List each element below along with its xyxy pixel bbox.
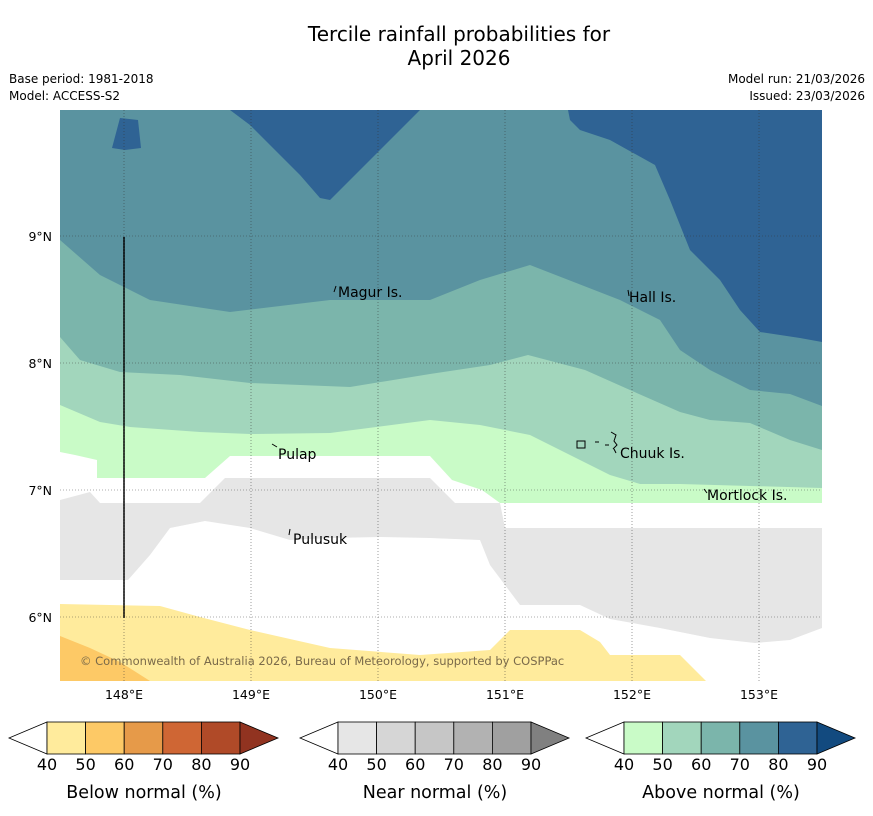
magur-outline: [333, 285, 337, 293]
colorbar-tick-label: 50: [75, 755, 95, 774]
title-line-2: April 2026: [407, 46, 511, 70]
model-name: Model: ACCESS-S2: [9, 89, 121, 103]
model-run: Model run: 21/03/2026: [727, 72, 865, 86]
colorbar-swatch: [123, 721, 164, 755]
colorbar-tick-label: 90: [230, 755, 250, 774]
colorbar-swatch: [337, 721, 377, 755]
colorbar-left-arrow: [298, 721, 339, 755]
probability-map: Magur Is. Hall Is. Pulap Chuuk Is. Mortl…: [60, 110, 822, 681]
above-normal-80-west: [112, 118, 141, 150]
colorbar-tick-label: 60: [405, 755, 425, 774]
lon-label-149e: 149°E: [232, 687, 270, 702]
chuuk-outline: [576, 431, 618, 454]
place-label-pulap: Pulap: [278, 447, 317, 463]
colorbar-above-normal: 40 50 60 70 80 90: [584, 721, 857, 774]
place-label-chuuk: Chuuk Is.: [620, 446, 685, 462]
colorbar-label-near: Near normal (%): [363, 783, 508, 803]
pulap-outline: [271, 443, 278, 448]
colorbar-right-arrow: [530, 721, 571, 755]
colorbar-left-arrow: [584, 721, 625, 755]
base-period: Base period: 1981-2018: [9, 72, 154, 86]
colorbar-right-arrow: [239, 721, 280, 755]
copyright-notice: © Commonwealth of Australia 2026, Bureau…: [80, 654, 564, 668]
lat-label-6n: 6°N: [28, 610, 52, 625]
lat-label-9n: 9°N: [28, 229, 52, 244]
colorbar-swatch: [453, 721, 493, 755]
colorbar-near-normal: 40 50 60 70 80 90: [298, 721, 571, 774]
place-label-magur: Magur Is.: [338, 285, 403, 301]
hall-outline: [627, 289, 630, 297]
colorbar-tick-label: 60: [691, 755, 711, 774]
lat-label-8n: 8°N: [28, 356, 52, 371]
colorbar-label-above: Above normal (%): [642, 783, 800, 803]
colorbar-swatch: [85, 721, 125, 755]
lat-label-7n: 7°N: [28, 483, 52, 498]
colorbar-tick-label: 60: [114, 755, 134, 774]
colorbar-tick-label: 90: [521, 755, 541, 774]
place-label-hall: Hall Is.: [629, 290, 676, 306]
colorbar-swatch: [700, 721, 741, 755]
pulusuk-outline: [288, 528, 291, 536]
place-label-mortlock: Mortlock Is.: [707, 488, 787, 504]
colorbar-label-below: Below normal (%): [66, 783, 221, 803]
below-normal-50: [60, 636, 150, 681]
colorbar-tick-label: 50: [652, 755, 672, 774]
chart-title: Tercile rainfall probabilities for April…: [0, 22, 873, 70]
colorbar-swatch: [414, 721, 455, 755]
gridlines: [60, 110, 822, 681]
colorbar-swatch: [739, 721, 779, 755]
above-normal-80: [230, 110, 420, 200]
lon-label-151e: 151°E: [486, 687, 524, 702]
colorbar-tick-label: 70: [153, 755, 173, 774]
meta-right: Model run: 21/03/2026 Issued: 23/03/2026: [728, 71, 865, 105]
lat-axis: 9°N 8°N 7°N 6°N: [28, 229, 52, 625]
lon-label-153e: 153°E: [740, 687, 778, 702]
colorbar-tick-label: 80: [768, 755, 788, 774]
island-outlines: [271, 285, 708, 536]
colorbar-swatch: [200, 721, 241, 755]
title-line-1: Tercile rainfall probabilities for: [307, 22, 611, 46]
near-normal-40: [60, 478, 822, 643]
colorbar-right-arrow: [816, 721, 857, 755]
colorbar-left-arrow: [7, 721, 48, 755]
colorbar-tick-label: 40: [328, 755, 348, 774]
colorbar-tick-label: 70: [444, 755, 464, 774]
lon-axis: 148°E 149°E 150°E 151°E 152°E 153°E: [105, 687, 778, 702]
colorbar-tick-label: 80: [191, 755, 211, 774]
below-normal-40: [60, 604, 706, 681]
lon-label-148e: 148°E: [105, 687, 143, 702]
colorbar-swatch: [46, 721, 86, 755]
above-normal-80-east: [568, 110, 822, 342]
colorbar-tick-label: 80: [482, 755, 502, 774]
colorbar-tick-label: 40: [614, 755, 634, 774]
lon-label-150e: 150°E: [359, 687, 397, 702]
issued-date: Issued: 23/03/2026: [749, 89, 865, 103]
meta-left: Base period: 1981-2018 Model: ACCESS-S2: [9, 71, 154, 105]
colorbar-tick-label: 70: [730, 755, 750, 774]
place-label-pulusuk: Pulusuk: [293, 532, 348, 548]
lon-label-152e: 152°E: [613, 687, 651, 702]
colorbar-swatch: [376, 721, 416, 755]
colorbar-tick-label: 50: [366, 755, 386, 774]
colorbar-tick-label: 40: [37, 755, 57, 774]
colorbar-swatch: [491, 721, 532, 755]
colorbar-tick-label: 90: [807, 755, 827, 774]
colorbar-swatch: [623, 721, 663, 755]
colorbar-swatch: [162, 721, 202, 755]
colorbar-swatch: [778, 721, 818, 755]
mortlock-outline: [703, 488, 708, 494]
colorbar-swatch: [662, 721, 702, 755]
above-normal-70: [60, 110, 822, 406]
colorbar-below-normal: 40 50 60 70 80 90: [7, 721, 280, 774]
